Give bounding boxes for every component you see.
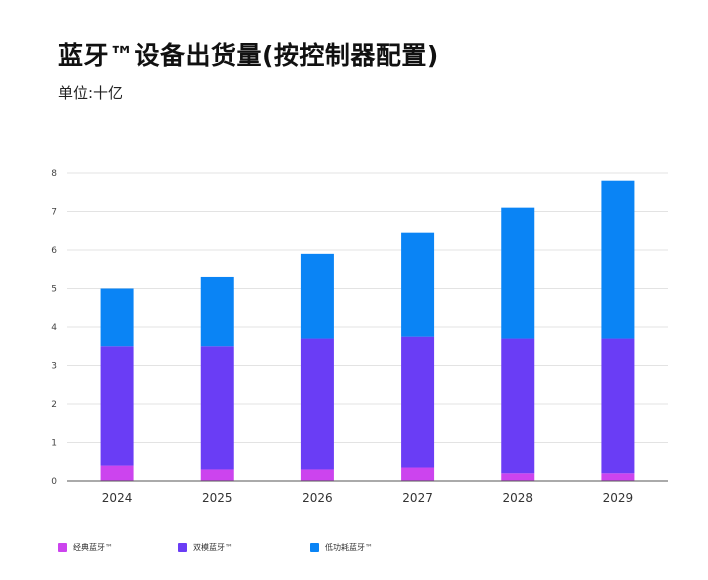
bars [100, 180, 635, 481]
legend-swatch-classic [58, 542, 67, 552]
bar-segment-2027-1 [401, 336, 435, 468]
bar-segment-2026-0 [300, 469, 334, 481]
y-tick-label: 1 [51, 439, 57, 449]
y-tick-label: 4 [51, 323, 57, 333]
bar-segment-2028-0 [501, 473, 535, 481]
bar-segment-2024-0 [100, 465, 134, 481]
x-tick-label: 2026 [302, 491, 333, 505]
bar-segment-2025-1 [200, 346, 234, 470]
x-tick-label: 2028 [502, 491, 533, 505]
x-tick-label: 2024 [102, 491, 133, 505]
bar-segment-2024-1 [100, 346, 134, 466]
y-tick-label: 3 [51, 362, 57, 372]
x-tick-label: 2027 [402, 491, 433, 505]
chart-title: 蓝牙™设备出货量(按控制器配置) [58, 41, 439, 70]
bar-segment-2024-2 [100, 288, 134, 347]
y-tick-label: 0 [51, 477, 57, 487]
x-tick-label: 2029 [603, 491, 634, 505]
legend-swatch-low-energy [310, 542, 319, 552]
chart-subtitle: 单位:十亿 [58, 84, 124, 102]
y-tick-label: 8 [51, 169, 57, 179]
bar-segment-2025-0 [200, 469, 234, 481]
bar-segment-2027-0 [401, 467, 435, 481]
bar-segment-2029-0 [601, 473, 635, 481]
bar-segment-2027-2 [401, 232, 435, 337]
bar-segment-2026-1 [300, 338, 334, 470]
legend-item-classic: 经典蓝牙™ [58, 540, 113, 554]
bar-segment-2026-2 [300, 253, 334, 339]
axes: 0 1 2 3 4 5 6 7 8 2024 2025 2026 2027 2028 2029 [51, 169, 668, 505]
gridlines [67, 172, 668, 443]
bar-segment-2029-1 [601, 338, 635, 474]
legend-label-dual-mode: 双模蓝牙™ [193, 542, 233, 552]
legend-swatch-dual-mode [178, 542, 187, 552]
y-tick-label: 5 [51, 285, 57, 295]
y-tick-label: 2 [51, 400, 57, 410]
legend-item-dual-mode: 双模蓝牙™ [178, 540, 233, 554]
bar-segment-2025-2 [200, 276, 234, 347]
legend-item-low-energy: 低功耗蓝牙™ [310, 540, 373, 554]
bar-segment-2028-2 [501, 207, 535, 339]
y-tick-label: 7 [51, 208, 57, 218]
bar-segment-2028-1 [501, 338, 535, 474]
legend-label-classic: 经典蓝牙™ [73, 542, 113, 552]
x-tick-label: 2025 [202, 491, 233, 505]
legend-label-low-energy: 低功耗蓝牙™ [325, 542, 373, 552]
bar-segment-2029-2 [601, 180, 635, 339]
y-tick-label: 6 [51, 246, 57, 256]
